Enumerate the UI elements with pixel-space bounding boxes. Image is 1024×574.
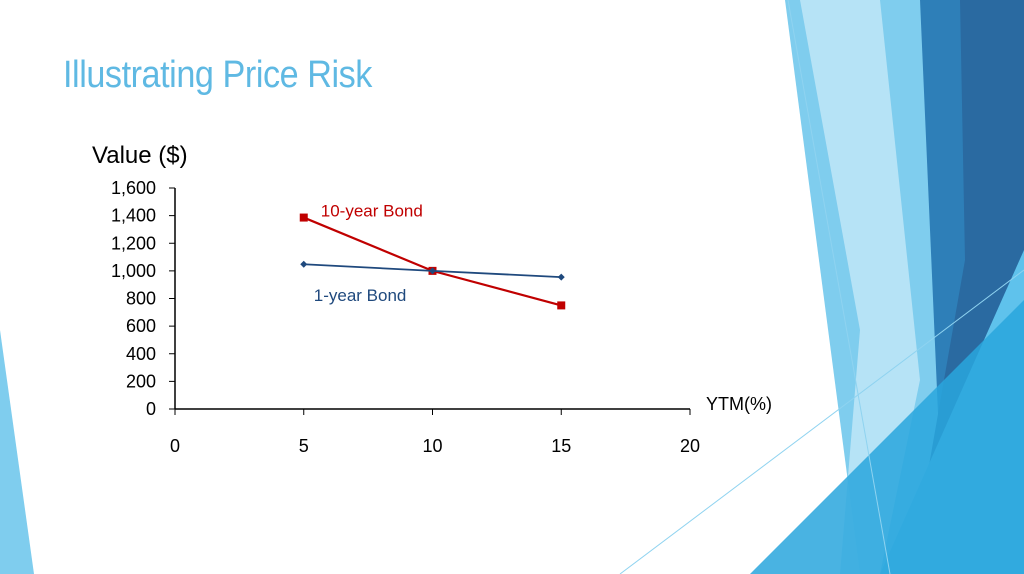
data-point-1-year-bond <box>429 267 436 275</box>
deco-shape-pale <box>800 0 920 574</box>
slide-title: Illustrating Price Risk <box>63 54 372 96</box>
y-tick-label: 400 <box>126 344 156 364</box>
y-tick-label: 600 <box>126 316 156 336</box>
deco-shape-blue <box>750 300 1024 574</box>
deco-left-sliver <box>0 330 34 574</box>
y-tick-label: 1,200 <box>111 233 156 253</box>
data-point-10-year-bond <box>557 301 566 310</box>
y-axis-ticks: 0 200 400 600 800 1,000 1,200 1,400 1,600 <box>111 178 175 419</box>
x-tick-label: 15 <box>551 436 571 456</box>
x-tick-label: 20 <box>680 436 700 456</box>
y-axis-label: Value ($) <box>92 142 188 169</box>
series-label-10-year-bond: 10-year Bond <box>321 202 423 221</box>
y-tick-label: 1,400 <box>111 206 156 226</box>
deco-line-1 <box>787 0 891 574</box>
series-label-1-year-bond: 1-year Bond <box>314 286 407 305</box>
y-tick-label: 1,600 <box>111 178 156 198</box>
x-tick-label: 10 <box>422 436 442 456</box>
x-axis-label: YTM(%) <box>706 394 772 414</box>
y-tick-label: 200 <box>126 371 156 391</box>
data-point-10-year-bond <box>299 213 308 222</box>
x-axis-ticks: 0 5 10 15 20 <box>170 409 700 456</box>
deco-line-2 <box>619 269 1024 574</box>
data-point-1-year-bond <box>300 260 308 268</box>
y-tick-label: 0 <box>146 399 156 419</box>
y-tick-label: 1,000 <box>111 261 156 281</box>
x-tick-label: 5 <box>299 436 309 456</box>
axes <box>174 188 690 410</box>
y-tick-label: 800 <box>126 289 156 309</box>
x-tick-label: 0 <box>170 436 180 456</box>
data-point-1-year-bond <box>557 273 565 281</box>
series-group: 10-year Bond 1-year Bond <box>299 202 566 310</box>
